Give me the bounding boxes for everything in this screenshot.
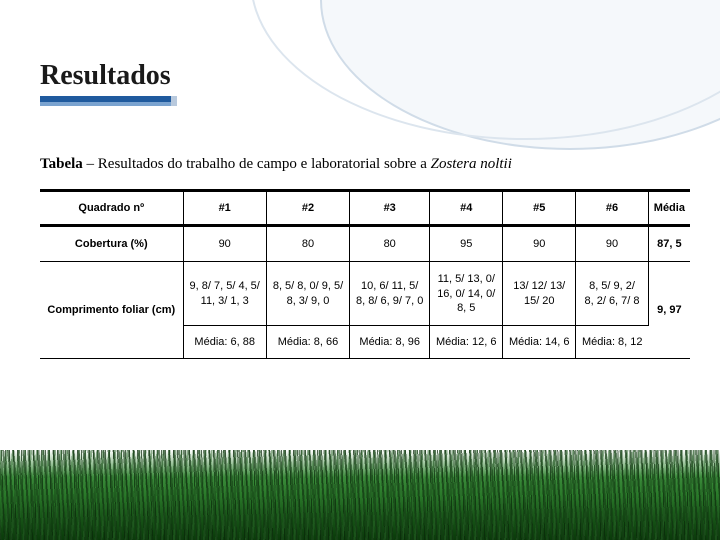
- cell-line: 8, 5: [434, 301, 498, 315]
- cell-line: 10, 6/ 11, 5/: [354, 279, 425, 293]
- title-underline: [40, 96, 171, 106]
- cell-line: 11, 5/ 13, 0/: [434, 272, 498, 286]
- slide-content: Resultados Tabela – Resultados do trabal…: [0, 0, 720, 359]
- cell-line: 15/ 20: [507, 294, 571, 308]
- row-label-comprimento: Comprimento foliar (cm): [40, 262, 183, 359]
- cell-media-final: 9, 97: [648, 262, 690, 359]
- caption-species: Zostera noltii: [431, 156, 512, 172]
- row-label-cobertura: Cobertura (%): [40, 226, 183, 262]
- cell-media: Média: 8, 66: [266, 326, 349, 359]
- cell-line: 9, 8/ 7, 5/ 4, 5/: [188, 279, 262, 293]
- cell-line: 8, 3/ 9, 0: [271, 294, 345, 308]
- cell-line: 8, 2/ 6, 7/ 8: [580, 294, 644, 308]
- cell-line: 16, 0/ 14, 0/: [434, 287, 498, 301]
- col-3: #3: [350, 191, 430, 226]
- title-block: Resultados: [40, 60, 171, 106]
- cell-media: Média: 14, 6: [503, 326, 576, 359]
- cell: 9, 8/ 7, 5/ 4, 5/ 11, 3/ 1, 3: [183, 262, 266, 326]
- cell-line: 8, 8/ 6, 9/ 7, 0: [354, 294, 425, 308]
- col-5: #5: [503, 191, 576, 226]
- grass-footer-image: [0, 450, 720, 540]
- cell: 80: [266, 226, 349, 262]
- table-row: Comprimento foliar (cm) 9, 8/ 7, 5/ 4, 5…: [40, 262, 690, 326]
- col-4: #4: [430, 191, 503, 226]
- caption-text: – Resultados do trabalho de campo e labo…: [83, 156, 431, 172]
- cell: 11, 5/ 13, 0/ 16, 0/ 14, 0/ 8, 5: [430, 262, 503, 326]
- cell-media: 87, 5: [648, 226, 690, 262]
- cell-line: 8, 5/ 8, 0/ 9, 5/: [271, 279, 345, 293]
- col-1: #1: [183, 191, 266, 226]
- cell: 13/ 12/ 13/ 15/ 20: [503, 262, 576, 326]
- page-title: Resultados: [40, 60, 171, 96]
- col-quadrado: Quadrado nº: [40, 191, 183, 226]
- cell-line: 13/ 12/ 13/: [507, 279, 571, 293]
- col-media: Média: [648, 191, 690, 226]
- cell: 8, 5/ 9, 2/ 8, 2/ 6, 7/ 8: [576, 262, 649, 326]
- cell: 95: [430, 226, 503, 262]
- cell: 90: [183, 226, 266, 262]
- cell-media: Média: 8, 12: [576, 326, 649, 359]
- cell-media: Média: 6, 88: [183, 326, 266, 359]
- cell-line: 11, 3/ 1, 3: [188, 294, 262, 308]
- table-header-row: Quadrado nº #1 #2 #3 #4 #5 #6 Média: [40, 191, 690, 226]
- cell-media: Média: 8, 96: [350, 326, 430, 359]
- table-caption: Tabela – Resultados do trabalho de campo…: [40, 156, 690, 173]
- cell: 8, 5/ 8, 0/ 9, 5/ 8, 3/ 9, 0: [266, 262, 349, 326]
- results-table: Quadrado nº #1 #2 #3 #4 #5 #6 Média Cobe…: [40, 189, 690, 359]
- table-row: Cobertura (%) 90 80 80 95 90 90 87, 5: [40, 226, 690, 262]
- caption-bold: Tabela: [40, 156, 83, 172]
- cell: 90: [503, 226, 576, 262]
- cell: 80: [350, 226, 430, 262]
- cell-media: Média: 12, 6: [430, 326, 503, 359]
- col-2: #2: [266, 191, 349, 226]
- cell-line: 8, 5/ 9, 2/: [580, 279, 644, 293]
- col-6: #6: [576, 191, 649, 226]
- cell: 10, 6/ 11, 5/ 8, 8/ 6, 9/ 7, 0: [350, 262, 430, 326]
- cell: 90: [576, 226, 649, 262]
